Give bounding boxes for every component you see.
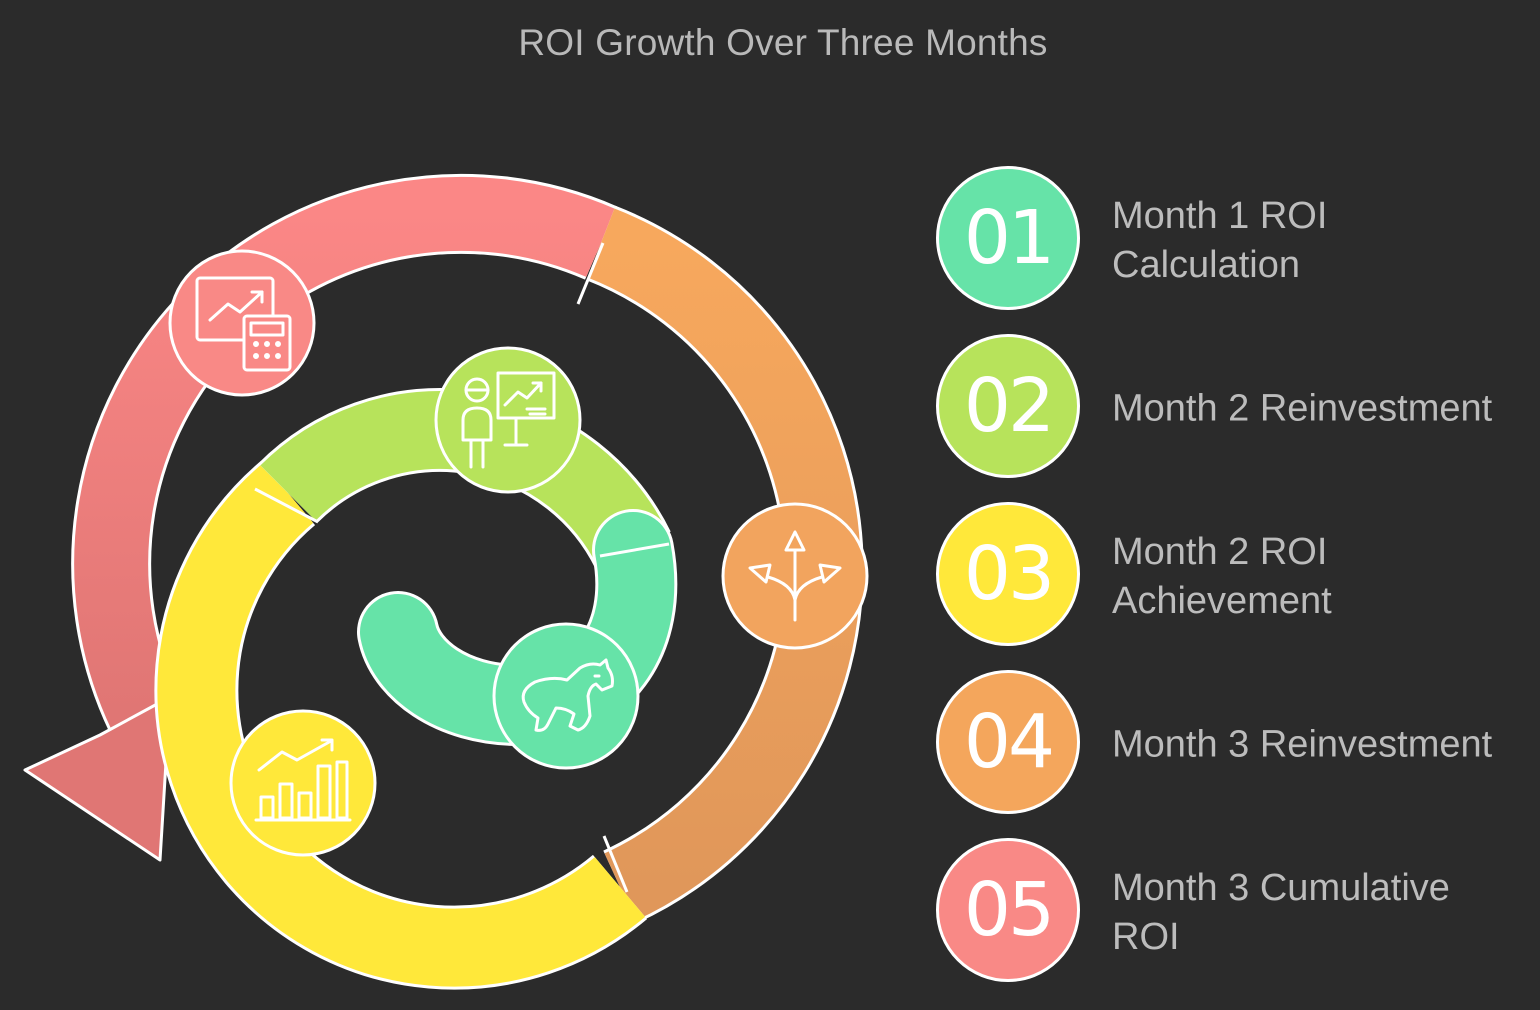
legend-item-03: 03 Month 2 ROI Achievement xyxy=(936,502,1536,652)
presenter-chart-icon xyxy=(434,346,582,494)
bar-chart-growth-icon xyxy=(229,709,377,857)
page-title: ROI Growth Over Three Months xyxy=(518,22,1048,63)
step-label: Month 1 ROI Calculation xyxy=(1112,195,1328,286)
bear-icon xyxy=(492,622,640,770)
legend-item-05: 05 Month 3 Cumulative ROI xyxy=(936,838,1536,988)
chart-calculator-icon xyxy=(168,249,316,397)
step-number-badge: 02 xyxy=(936,334,1080,478)
step-number-badge: 03 xyxy=(936,502,1080,646)
segment-dividers xyxy=(254,242,670,893)
legend-item-04: 04 Month 3 Reinvestment xyxy=(936,670,1536,820)
step-label: Month 3 Cumulative ROI xyxy=(1112,867,1450,958)
step-number-badge: 01 xyxy=(936,166,1080,310)
step-number-badge: 04 xyxy=(936,670,1080,814)
legend-item-02: 02 Month 2 Reinvestment xyxy=(936,334,1536,484)
segment-step-03 xyxy=(154,460,648,990)
split-arrows-icon xyxy=(721,502,869,650)
step-label: Month 2 Reinvestment xyxy=(1112,387,1493,430)
step-label: Month 2 ROI Achievement xyxy=(1112,531,1332,622)
step-number-badge: 05 xyxy=(936,838,1080,982)
step-label: Month 3 Reinvestment xyxy=(1112,723,1493,766)
legend-item-01: 01 Month 1 ROI Calculation xyxy=(936,166,1536,316)
